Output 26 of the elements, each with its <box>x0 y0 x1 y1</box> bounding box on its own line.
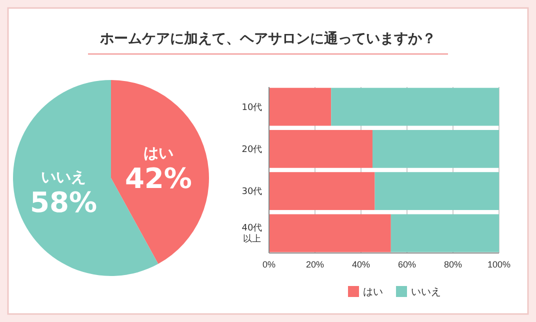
bar <box>331 88 499 126</box>
bar <box>269 172 375 210</box>
x-tick-label: 0% <box>262 259 276 270</box>
text: ホームケアに加えて、ヘアサロンに通っていますか？ <box>99 30 436 47</box>
legend-label: はい <box>363 287 383 298</box>
slice-label: いいえ <box>41 168 86 186</box>
data-label: 58% <box>30 186 98 220</box>
y-tick-label: 20代 <box>242 144 262 155</box>
x-tick-label: 20% <box>306 259 324 270</box>
y-tick-label: 40代以上 <box>242 222 262 245</box>
y-tick-label: 30代 <box>242 186 262 198</box>
bar <box>374 172 499 210</box>
x-tick-label: 80% <box>444 259 462 270</box>
legend-label: いいえ <box>411 287 441 298</box>
bar <box>269 88 332 126</box>
bar <box>390 214 499 252</box>
data-label: 42% <box>124 162 192 195</box>
x-tick-label: 100% <box>487 259 511 270</box>
x-tick-label: 40% <box>352 259 370 270</box>
bar <box>372 130 499 168</box>
bar <box>269 130 372 168</box>
slice-label: はい <box>143 144 174 162</box>
y-tick-label: 10代 <box>242 102 262 113</box>
x-tick-label: 60% <box>398 259 416 270</box>
pie-slice <box>111 80 209 264</box>
bar <box>269 214 391 252</box>
